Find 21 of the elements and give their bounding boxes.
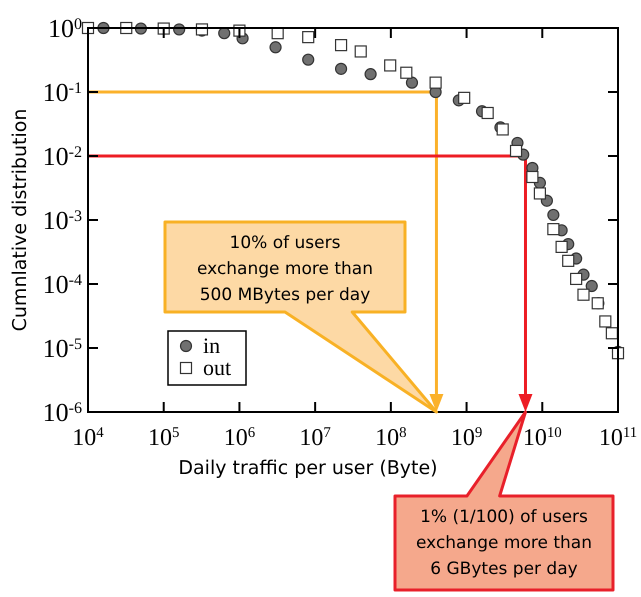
y-tick-label: 10$^{-3}$ xyxy=(42,206,82,235)
x-axis-title: Daily traffic per user (Byte) xyxy=(178,457,438,479)
x-tick-label: 10$^{7}$ xyxy=(299,425,332,451)
x-tick-label: 10$^{8}$ xyxy=(375,425,407,451)
annotation: 10% of users exchange more than 500 MBytes per day xyxy=(197,233,373,305)
x-tick-label: 10$^{11}$ xyxy=(598,425,638,451)
text: 1% (1/100) of users exchange more than 6 GBytes per day xyxy=(416,507,592,579)
x-tick-label: 10$^{9}$ xyxy=(450,425,482,451)
y-tick-label: 10$^{-4}$ xyxy=(42,270,82,299)
y-tick-label: 10$^{-1}$ xyxy=(42,78,82,107)
legend-label: out xyxy=(203,355,232,380)
x-tick-label: 10$^{10}$ xyxy=(522,425,562,451)
y-tick-label: 10$^{-5}$ xyxy=(42,334,82,363)
y-tick-label: 10$^{-6}$ xyxy=(42,398,82,427)
legend-label: in xyxy=(203,333,220,358)
x-tick-label: 10$^{5}$ xyxy=(148,425,180,451)
x-tick-label: 10$^{6}$ xyxy=(224,425,256,451)
x-tick-label: 10$^{4}$ xyxy=(72,425,104,451)
y-tick-label: 10$^{-2}$ xyxy=(42,142,82,171)
y-axis-title: Cumnlative distribution xyxy=(9,108,31,332)
y-tick-label: 10$^{0}$ xyxy=(48,14,82,43)
